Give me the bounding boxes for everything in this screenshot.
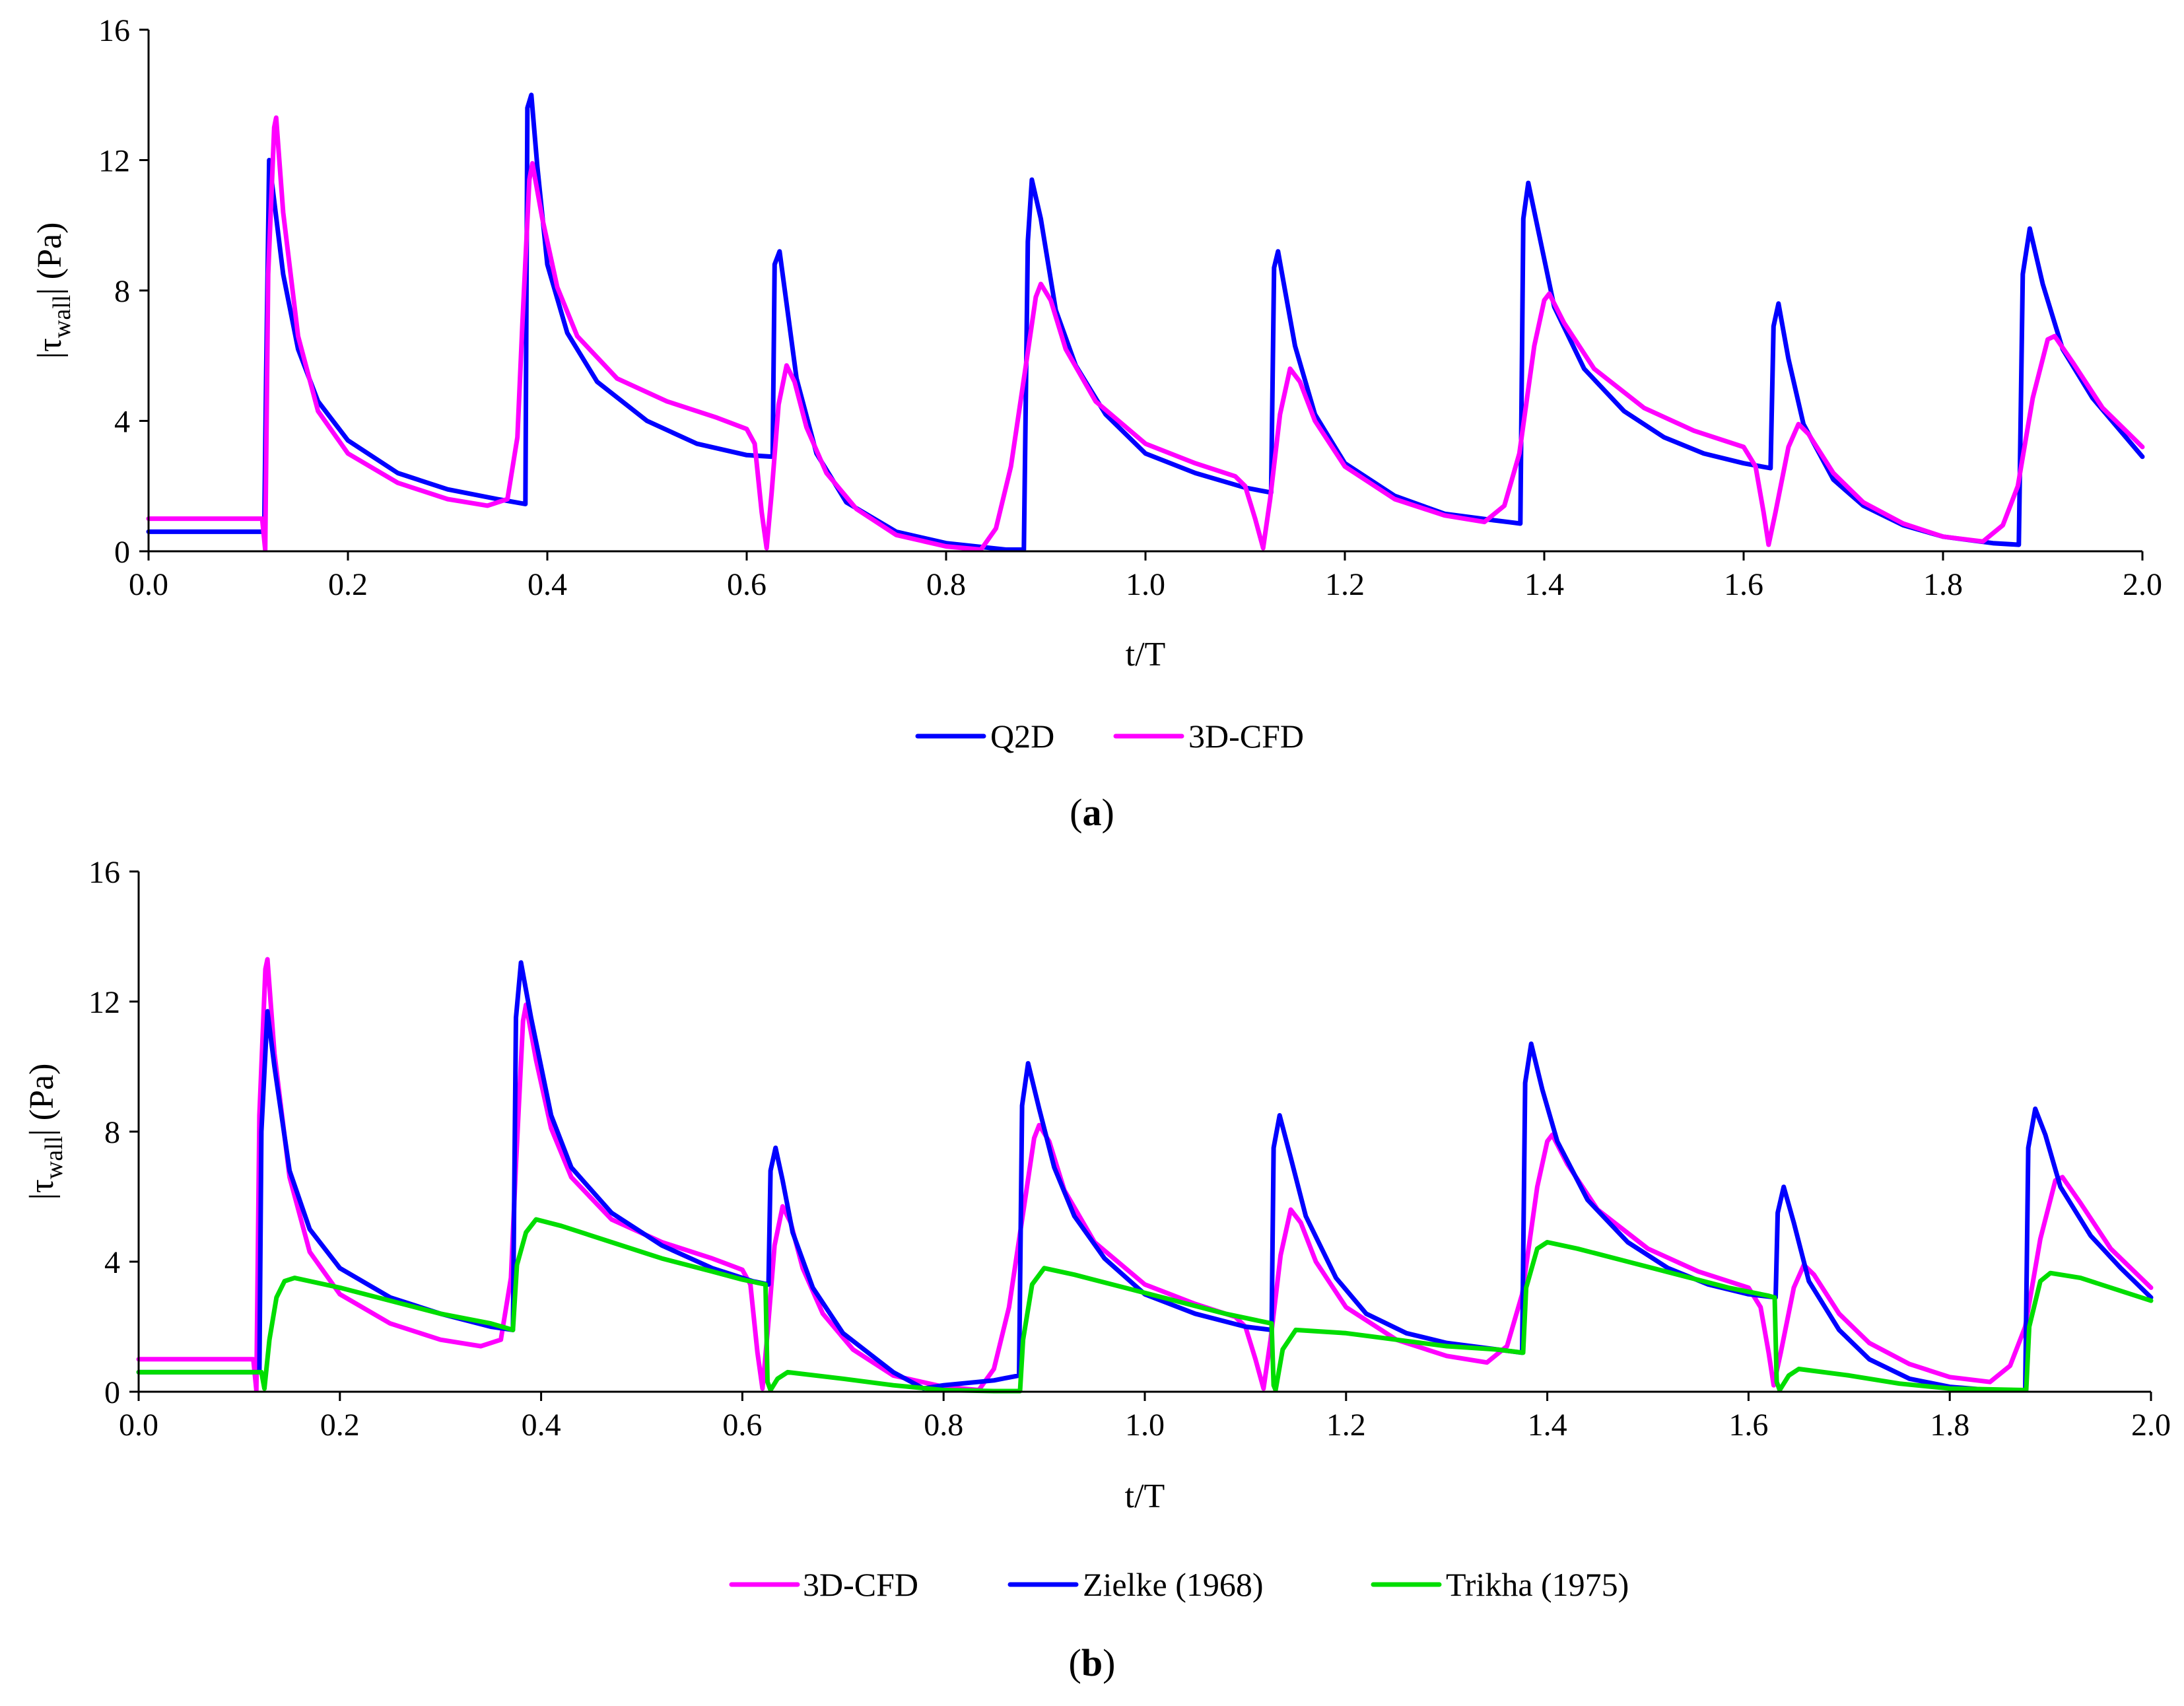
panel-a-x-tick-label: 0.2 <box>328 567 368 602</box>
panel-b-y-title-bar-left: | <box>23 1193 61 1200</box>
panel-a-y-tick-label: 4 <box>114 405 130 440</box>
panel-b-x-tick-label: 0.4 <box>522 1408 561 1443</box>
panel-a-plot <box>146 92 2145 552</box>
panel-a-x-tick-label: 1.8 <box>1923 567 1963 602</box>
panel-b-legend-label-zielke: Zielke (1968) <box>1083 1566 1264 1603</box>
panel-a-x-tick-label: 0.6 <box>727 567 767 602</box>
panel-a-x-tick-label: 0.0 <box>129 567 168 602</box>
panel-b-y-title-sub: wall <box>40 1136 68 1179</box>
panel-a-x-axis-title: t/T <box>1126 636 1166 673</box>
panel-a-series-3d-cfd <box>146 115 2145 552</box>
panel-a-y-title-bar-left: | <box>31 352 69 358</box>
panel-a-series-q2d <box>146 92 2145 552</box>
panel-a-legend: Q2D 3D-CFD <box>915 718 1304 755</box>
panel-b-x-tick-label: 1.6 <box>1728 1408 1768 1443</box>
panel-b-y-tick-label: 12 <box>88 985 120 1020</box>
panel-a-caption-letter: a <box>1083 791 1102 834</box>
panel-a-x-tick-label: 0.4 <box>528 567 567 602</box>
panel-a-x-tick-label: 1.0 <box>1126 567 1165 602</box>
panel-a-legend-label-q2d: Q2D <box>990 718 1054 755</box>
panel-a-y-tick-label: 0 <box>114 535 130 570</box>
panel-b-x-tick-label: 1.4 <box>1528 1408 1567 1443</box>
panel-b-plot <box>136 957 2154 1394</box>
panel-b: 0.0 0.2 0.4 0.6 0.8 1.0 1.2 1.4 1.6 1.8 2.0 0 4 8 12 16… <box>23 855 2171 1684</box>
panel-b-x-tick-label: 0.2 <box>320 1408 360 1443</box>
panel-b-legend-label-trikha: Trikha (1975) <box>1446 1566 1629 1603</box>
panel-b-x-axis-title: t/T <box>1125 1478 1165 1515</box>
panel-a: 0.0 0.2 0.4 0.6 0.8 1.0 1.2 1.4 1.6 1.8 2.0 0 4 8 12 16… <box>31 13 2162 834</box>
panel-b-ticks: 0.0 0.2 0.4 0.6 0.8 1.0 1.2 1.4 1.6 1.8 2.0 0 4 8 12 16 <box>88 855 2171 1443</box>
panel-b-y-tick-label: 16 <box>88 855 120 890</box>
panel-a-y-title-tau: τ <box>31 338 69 352</box>
panel-b-x-tick-label: 1.0 <box>1125 1408 1165 1443</box>
panel-a-x-tick-label: 2.0 <box>2123 567 2162 602</box>
panel-b-x-tick-label: 1.2 <box>1326 1408 1366 1443</box>
panel-a-y-tick-label: 12 <box>98 144 130 179</box>
panel-b-x-tick-label: 0.6 <box>722 1408 762 1443</box>
panel-b-series-trikha-1975 <box>136 1217 2154 1394</box>
panel-b-y-axis-title: |τwall| (Pa) <box>23 1064 68 1200</box>
panel-a-y-title-bar-right: | <box>31 288 69 294</box>
panel-b-y-tick-label: 0 <box>104 1375 120 1410</box>
panel-a-x-tick-label: 1.2 <box>1325 567 1365 602</box>
panel-a-y-axis-title: |τwall| (Pa) <box>31 222 76 359</box>
panel-a-x-tick-label: 1.6 <box>1724 567 1763 602</box>
panel-b-y-title-tau: τ <box>23 1179 61 1193</box>
panel-b-y-tick-label: 8 <box>104 1115 120 1150</box>
panel-a-y-title-sub: wall <box>48 295 76 338</box>
panel-b-legend-label-3dcfd: 3D-CFD <box>803 1566 918 1603</box>
panel-a-y-tick-label: 16 <box>98 13 130 48</box>
panel-b-legend: 3D-CFD Zielke (1968) Trikha (1975) <box>729 1566 1629 1603</box>
panel-b-series-zielke-1968 <box>136 960 2154 1392</box>
panel-a-x-tick-label: 1.4 <box>1524 567 1564 602</box>
panel-b-y-title-bar-right: | <box>23 1129 61 1136</box>
panel-a-caption: (a) <box>1070 791 1114 834</box>
panel-a-y-title-unit: (Pa) <box>31 222 69 289</box>
panel-a-ticks: 0.0 0.2 0.4 0.6 0.8 1.0 1.2 1.4 1.6 1.8 2.0 0 4 8 12 16 <box>98 13 2162 602</box>
panel-b-x-tick-label: 0.0 <box>119 1408 158 1443</box>
panel-b-x-tick-label: 2.0 <box>2131 1408 2171 1443</box>
panel-a-y-tick-label: 8 <box>114 274 130 309</box>
panel-b-series-3d-cfd <box>136 957 2154 1392</box>
panel-b-y-title-unit: (Pa) <box>23 1064 61 1130</box>
panel-b-x-tick-label: 1.8 <box>1930 1408 1969 1443</box>
panel-b-x-tick-label: 0.8 <box>924 1408 963 1443</box>
panel-a-legend-label-3dcfd: 3D-CFD <box>1188 718 1304 755</box>
panel-b-caption: (b) <box>1069 1641 1116 1684</box>
panel-b-y-tick-label: 4 <box>104 1245 120 1280</box>
panel-a-x-tick-label: 0.8 <box>926 567 966 602</box>
panel-b-caption-letter: b <box>1081 1641 1103 1684</box>
